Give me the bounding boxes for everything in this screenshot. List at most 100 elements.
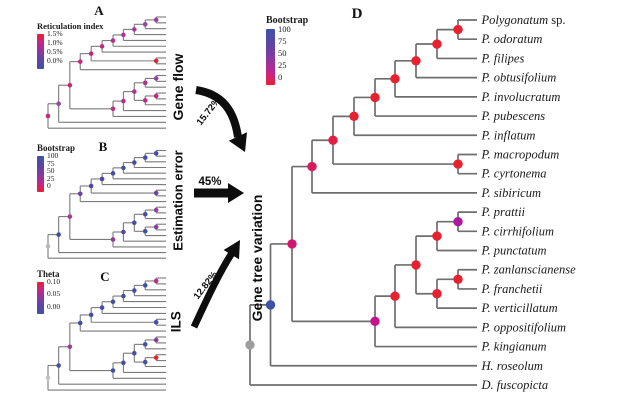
tree-node xyxy=(390,291,400,301)
legend-ticks: 0.10 0.05 0.00 xyxy=(47,278,60,310)
tree-node xyxy=(132,350,137,356)
tree-node xyxy=(99,44,105,49)
legend-tick-label: 75 xyxy=(278,35,287,46)
tree-node xyxy=(153,207,159,213)
tree-node xyxy=(432,39,442,49)
ils-arrow xyxy=(190,240,240,329)
tree-node xyxy=(287,239,297,249)
legend-colorbar xyxy=(37,34,44,69)
tree-node xyxy=(153,337,159,343)
tree-node xyxy=(132,160,137,165)
species-label: P. macropodum xyxy=(481,147,560,161)
legend-tick-label: 0.10 xyxy=(47,277,61,286)
tree-node xyxy=(153,58,159,64)
tree-node xyxy=(132,27,137,32)
tree-node xyxy=(432,289,442,299)
tree-node xyxy=(153,17,159,23)
species-label: P. franchetii xyxy=(481,282,543,296)
gene-flow-arrow xyxy=(195,86,247,152)
tree-node xyxy=(153,355,159,360)
tree-node xyxy=(265,300,276,310)
legend-theta: Theta 0.10 0.05 0.00 xyxy=(37,269,60,314)
legend-tick-label: 25 xyxy=(47,173,55,183)
legend-colorbar xyxy=(37,156,44,192)
species-label: P. obtusifolium xyxy=(481,71,557,85)
tree-node xyxy=(142,283,148,288)
legend-tick-label: 100 xyxy=(47,151,59,160)
tree-node xyxy=(370,92,380,103)
tree-node xyxy=(121,98,126,104)
tree-node xyxy=(142,228,148,234)
tree-node xyxy=(121,32,126,38)
panel-label-b: B xyxy=(98,139,108,154)
estimation-error-percentage: 45% xyxy=(198,176,222,188)
tree-node xyxy=(142,22,148,27)
tree-node xyxy=(153,190,159,196)
species-label: P. cyrtonema xyxy=(481,167,547,181)
tree-node xyxy=(110,171,116,176)
species-label: P. zanlanscianense xyxy=(481,263,577,277)
panel-label-d: D xyxy=(351,6,363,22)
tree-node xyxy=(142,155,148,160)
legend-tick-label: 0 xyxy=(47,181,51,190)
legend-colorbar xyxy=(37,282,44,314)
tree-node xyxy=(56,363,61,368)
tree-node xyxy=(121,229,126,235)
tree-node xyxy=(67,82,73,88)
tree-node xyxy=(411,260,421,270)
tree-node xyxy=(45,113,51,119)
legend-reticulation-index: Reticulation index 1.5% 1.0% 0.5% 0.0% xyxy=(37,21,103,69)
tree-node xyxy=(121,165,126,171)
tree-node xyxy=(153,151,159,156)
legend-tick-label: 1.0% xyxy=(47,38,63,48)
tree-node xyxy=(88,51,94,56)
legend-tick-label: 75 xyxy=(47,158,55,168)
species-label: P. involucratum xyxy=(481,90,561,104)
panel-b-tree xyxy=(45,149,167,259)
tree-node xyxy=(88,312,94,318)
legend-tick-label: 25 xyxy=(278,59,287,70)
tree-node xyxy=(453,159,463,169)
tree-node xyxy=(132,220,137,226)
species-label: P. odoratum xyxy=(481,32,543,46)
legend-title: Bootstrap xyxy=(266,15,309,26)
tree-node xyxy=(110,106,116,112)
tree-node xyxy=(56,101,61,107)
tree-node xyxy=(349,111,359,122)
species-label: P. verticillatum xyxy=(481,301,558,315)
tree-node xyxy=(110,299,116,305)
tree-node xyxy=(132,288,137,293)
tree-node xyxy=(77,59,83,64)
gene-tree-variation-label: Gene tree variation xyxy=(249,194,265,322)
tree-node xyxy=(88,183,94,189)
panel-a-tree xyxy=(45,16,167,129)
tree-node xyxy=(153,278,159,284)
tree-node xyxy=(370,316,380,327)
panel-label-c: C xyxy=(100,269,110,284)
legend-ticks: 100 75 50 25 0 xyxy=(47,151,59,190)
tree-node xyxy=(56,232,61,237)
tree-node xyxy=(77,191,83,197)
legend-tick-label: 1.5% xyxy=(47,29,63,38)
legend-tick-label: 50 xyxy=(47,166,55,175)
legend-ticks: 100 75 50 25 0 xyxy=(278,25,291,81)
species-label: P. sibiricum xyxy=(481,186,542,200)
tree-node xyxy=(121,293,126,299)
legend-tick-label: 0 xyxy=(278,71,283,82)
tree-node xyxy=(453,24,463,35)
legend-tick-label: 50 xyxy=(278,47,287,58)
species-label: D. fuscopicta xyxy=(481,378,549,392)
legend-tick-label: 0.05 xyxy=(47,289,61,299)
species-label: P. pubescens xyxy=(481,109,546,123)
tree-node xyxy=(99,305,105,310)
tree-node xyxy=(121,360,126,366)
tree-node xyxy=(45,244,51,249)
legend-ticks: 1.5% 1.0% 0.5% 0.0% xyxy=(47,30,63,65)
species-label: P. prattii xyxy=(481,205,526,219)
tree-node xyxy=(153,224,159,230)
tree-node xyxy=(453,274,463,285)
legend-colorbar xyxy=(266,29,275,85)
legend-tick-label: 0.0% xyxy=(47,56,63,66)
